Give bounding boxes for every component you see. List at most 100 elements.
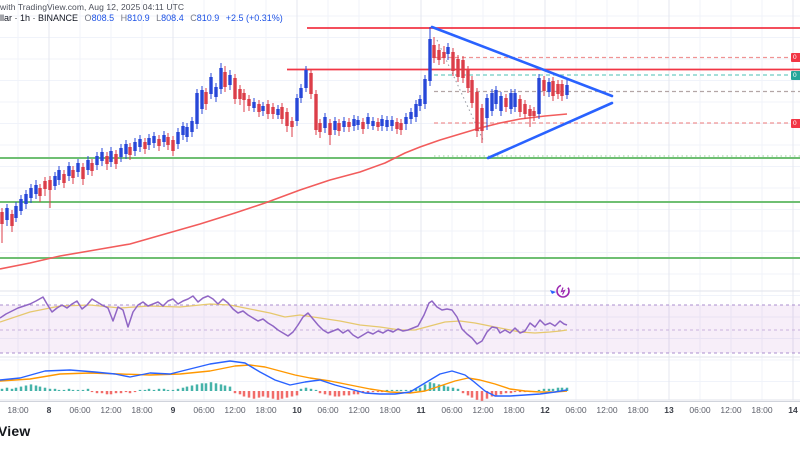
candle-body (29, 188, 33, 198)
macd-histogram-bar (10, 388, 14, 391)
macd-histogram-bar (128, 391, 132, 394)
candle-body (43, 181, 47, 189)
rsi-ma-line[interactable] (0, 303, 568, 334)
candle-body (290, 121, 294, 127)
macd-histogram-bar (371, 391, 375, 393)
macd-signal-line[interactable] (0, 364, 568, 394)
macd-histogram-bar (53, 388, 57, 391)
candle-body (446, 47, 450, 54)
macd-histogram-bar (62, 389, 66, 391)
candle-body (114, 154, 118, 164)
macd-histogram-bar (565, 387, 569, 391)
candle-body (257, 104, 261, 112)
macd-histogram-bar (105, 391, 109, 395)
time-label: 18:00 (131, 405, 153, 415)
candle-body (542, 80, 546, 91)
time-label: 18:00 (503, 405, 525, 415)
macd-histogram-bar (86, 388, 90, 391)
candle-body (195, 93, 199, 124)
candle-body (560, 84, 564, 96)
macd-histogram-bar (418, 387, 422, 391)
triangle-descending-trendline[interactable] (430, 25, 614, 98)
candle-body (532, 111, 536, 116)
candle-body (333, 121, 337, 130)
macd-histogram-bar (29, 384, 33, 391)
triangle-ascending-trendline[interactable] (486, 101, 614, 160)
candle-body (128, 147, 132, 155)
candle-body (342, 121, 346, 127)
macd-histogram-bar (176, 388, 180, 391)
macd-histogram-bar (366, 391, 370, 394)
time-label: 06:00 (317, 405, 339, 415)
macd-histogram-bar (299, 388, 303, 391)
macd-histogram-bar (162, 388, 166, 391)
candle-body (185, 127, 189, 137)
candle-body (299, 88, 303, 98)
time-label: 12:00 (472, 405, 494, 415)
candle-body (285, 112, 289, 126)
candle-body (48, 180, 52, 190)
candle-body (38, 188, 42, 196)
candle-body (105, 156, 109, 164)
candle-body (19, 199, 23, 211)
candle-body (10, 214, 14, 226)
candle-body (509, 93, 513, 109)
macd-histogram-bar (376, 391, 380, 393)
macd-line[interactable] (0, 360, 568, 397)
macd-histogram-bar (485, 391, 489, 399)
time-axis[interactable]: 18:00 8 06:00 12:00 18:00 9 06:00 12:00 18:00 10 0… (0, 401, 800, 416)
candle-body (499, 96, 503, 111)
symbol-legend[interactable]: llar · 1h · BINANCE O808.5 H810.9 L808.4… (0, 13, 283, 23)
time-label-day: 11 (416, 405, 426, 415)
chart-canvas[interactable] (0, 0, 800, 413)
macd-histogram-bar (43, 387, 47, 391)
macd-histogram-bar (57, 389, 61, 391)
spinner-bolt-icon (560, 287, 566, 295)
macd-histogram-bar (542, 388, 546, 391)
macd-histogram-bar (228, 386, 232, 391)
candle-body (347, 122, 351, 127)
candle-body (238, 89, 242, 99)
macd-histogram-bar (238, 391, 242, 395)
candle-body (528, 109, 532, 116)
candle-body (437, 50, 441, 60)
candle-body (470, 80, 474, 103)
macd-histogram-bar (333, 391, 337, 397)
macd-histogram-bar (466, 391, 470, 396)
macd-histogram-bar (223, 385, 227, 391)
time-label: 12:00 (348, 405, 370, 415)
macd-histogram-bar (195, 384, 199, 391)
macd-histogram-bar (470, 391, 474, 398)
time-label-day: 8 (46, 405, 52, 415)
macd-histogram-bar (399, 389, 403, 391)
macd-histogram-bar (48, 388, 52, 391)
candle-body (547, 82, 551, 92)
macd-histogram-bar (166, 389, 170, 391)
macd-histogram-bar (109, 391, 113, 395)
open-label: O (84, 13, 92, 23)
change-value: +2.5 (+0.31%) (225, 13, 283, 23)
macd-histogram-bar (209, 382, 213, 391)
moving-average-red-line[interactable] (0, 113, 568, 270)
candle-body (223, 72, 227, 87)
candle-body (228, 75, 232, 85)
candle-body (480, 108, 484, 131)
macd-histogram-bar (5, 387, 9, 391)
macd-histogram-bar (518, 391, 522, 393)
macd-histogram-bar (380, 391, 384, 393)
candle-body (204, 92, 208, 104)
candle-body (371, 121, 375, 126)
rsi-line[interactable] (0, 295, 568, 345)
macd-histogram-bar (171, 389, 175, 391)
macd-histogram-bar (81, 389, 85, 391)
candle-body (328, 123, 332, 135)
macd-histogram-bar (560, 387, 564, 391)
macd-histogram-bar (185, 386, 189, 391)
candle-body (504, 98, 508, 107)
macd-histogram-bar (499, 391, 503, 395)
candle-body (380, 119, 384, 126)
candle-body (62, 174, 66, 183)
candle-body (71, 170, 75, 178)
macd-histogram-bar (442, 385, 446, 391)
